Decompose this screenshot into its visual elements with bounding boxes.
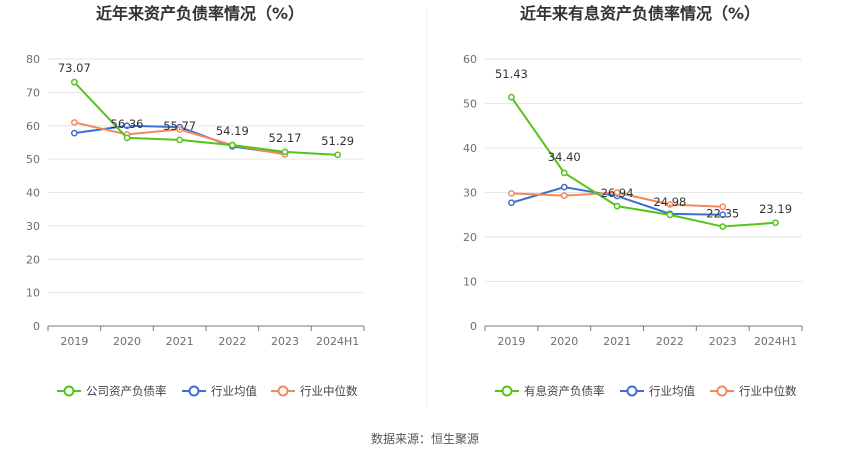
legend-marker xyxy=(63,385,75,397)
data-label: 51.29 xyxy=(321,134,354,148)
x-tick-label: 2019 xyxy=(497,335,525,348)
legend-label: 行业均值 xyxy=(649,384,695,398)
data-label: 55.77 xyxy=(163,119,196,133)
y-tick-label: 20 xyxy=(26,253,40,266)
chart-title: 近年来有息资产负债率情况（%） xyxy=(520,4,760,23)
data-point xyxy=(508,93,515,101)
legend-item[interactable]: 行业中位数 xyxy=(271,384,358,398)
data-label: 23.19 xyxy=(759,202,792,216)
legend-item[interactable]: 行业中位数 xyxy=(710,384,797,398)
right-chart: 近年来有息资产负债率情况（%） 0 10 20 30 40 50 60 2019 2020 2021… xyxy=(463,4,803,398)
data-point xyxy=(176,136,184,144)
legend-marker xyxy=(188,385,200,397)
data-point xyxy=(666,211,674,219)
data-point xyxy=(70,78,78,86)
data-label: 56.36 xyxy=(111,117,144,131)
data-point xyxy=(228,141,236,149)
legend-item[interactable]: 行业均值 xyxy=(620,384,695,398)
data-point xyxy=(508,190,515,197)
y-tick-label: 60 xyxy=(463,53,477,66)
data-point xyxy=(613,202,621,210)
x-tick-label: 2019 xyxy=(60,335,88,348)
data-label: 26.94 xyxy=(601,186,634,200)
x-tick-label: 2023 xyxy=(271,335,299,348)
x-tick-label: 2023 xyxy=(709,335,737,348)
data-label: 73.07 xyxy=(58,61,91,75)
y-tick-label: 50 xyxy=(26,153,40,166)
y-tick-label: 10 xyxy=(26,287,40,300)
legend-item[interactable]: 公司资产负债率 xyxy=(57,384,167,398)
data-point xyxy=(123,134,131,142)
x-tick-label: 2020 xyxy=(113,335,141,348)
source-label: 数据来源：恒生聚源 xyxy=(371,431,479,446)
x-tick-label: 2022 xyxy=(656,335,684,348)
series-line xyxy=(510,96,776,228)
y-tick-label: 30 xyxy=(463,187,477,200)
data-point xyxy=(613,189,621,196)
x-tick-label: 2022 xyxy=(218,335,246,348)
y-tick-label: 50 xyxy=(463,98,477,111)
x-tick-label: 2024H1 xyxy=(316,335,359,348)
x-tick-label: 2021 xyxy=(603,335,631,348)
legend-marker xyxy=(277,385,289,397)
y-tick-label: 0 xyxy=(33,320,40,333)
data-label: 22.35 xyxy=(706,207,739,221)
data-point xyxy=(666,201,674,208)
legend-label: 行业中位数 xyxy=(300,384,358,398)
legend-item[interactable]: 行业均值 xyxy=(182,384,257,398)
y-tick-label: 60 xyxy=(26,120,40,133)
data-point xyxy=(560,183,568,191)
series-line xyxy=(73,81,338,156)
data-point xyxy=(560,192,568,199)
legend-marker xyxy=(501,385,513,397)
left-chart: 近年来资产负债率情况（%） 0 10 20 30 40 50 60 70 80 2019 2020 20… xyxy=(26,4,365,398)
chart-title: 近年来资产负债率情况（%） xyxy=(96,4,304,23)
data-point xyxy=(719,203,727,211)
legend-label: 有息资产负债率 xyxy=(524,384,605,398)
x-tick-label: 2024H1 xyxy=(754,335,797,348)
data-point xyxy=(772,219,779,227)
data-label: 51.43 xyxy=(495,67,528,81)
y-tick-label: 70 xyxy=(26,86,40,99)
data-point xyxy=(334,151,342,159)
data-point xyxy=(719,223,727,230)
x-tick-label: 2021 xyxy=(166,335,194,348)
x-tick-label: 2020 xyxy=(550,335,578,348)
legend-item[interactable]: 有息资产负债率 xyxy=(495,384,605,398)
y-tick-label: 80 xyxy=(26,53,40,66)
data-label: 54.19 xyxy=(216,124,249,138)
legend-label: 行业中位数 xyxy=(739,384,797,398)
data-point xyxy=(123,122,131,130)
legend-marker xyxy=(716,385,728,397)
data-point xyxy=(508,199,515,207)
y-tick-label: 0 xyxy=(470,320,477,333)
data-label: 24.98 xyxy=(653,195,686,209)
y-tick-label: 30 xyxy=(26,220,40,233)
y-tick-label: 40 xyxy=(26,187,40,200)
y-tick-label: 10 xyxy=(463,276,477,289)
data-point xyxy=(560,169,568,177)
y-tick-label: 40 xyxy=(463,142,477,155)
y-tick-label: 20 xyxy=(463,231,477,244)
data-point xyxy=(70,129,78,137)
data-point xyxy=(281,148,289,156)
data-label: 34.40 xyxy=(548,150,581,164)
data-point xyxy=(719,211,727,219)
legend-marker xyxy=(626,385,638,397)
legend-label: 行业均值 xyxy=(211,384,257,398)
data-point xyxy=(70,119,78,126)
data-point xyxy=(176,126,184,133)
legend-label: 公司资产负债率 xyxy=(86,384,167,398)
data-label: 52.17 xyxy=(269,131,302,145)
